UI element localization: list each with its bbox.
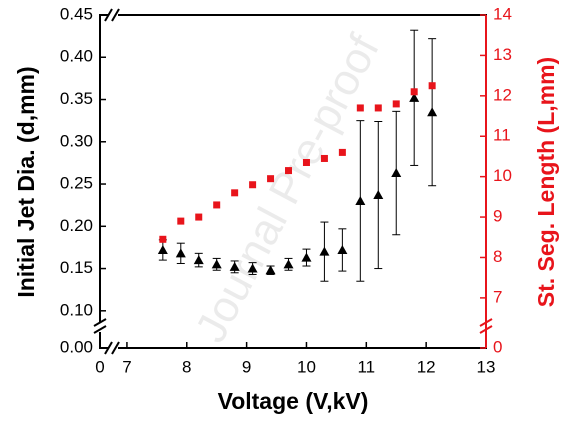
point	[410, 88, 418, 96]
y2-tick-label: 9	[493, 207, 502, 226]
point	[373, 190, 384, 200]
y-axis-title: Initial Jet Dia. (d,mm)	[13, 66, 39, 297]
point	[211, 259, 222, 269]
point	[427, 107, 438, 117]
point	[337, 244, 348, 254]
point	[175, 248, 186, 258]
point	[265, 265, 276, 275]
point	[374, 104, 382, 112]
y-tick-label: 0.00	[60, 337, 93, 356]
y2-tick-label: 8	[493, 247, 502, 266]
y-tick-label: 0.10	[60, 300, 93, 319]
point	[391, 168, 402, 178]
y2-tick-label: 14	[493, 4, 512, 23]
point	[302, 159, 310, 167]
point	[249, 181, 257, 189]
x-tick-label: 10	[297, 357, 316, 376]
point	[157, 244, 168, 254]
point	[267, 175, 275, 183]
point	[320, 154, 328, 162]
y-tick-label: 0.20	[60, 216, 93, 235]
y2-tick-label: 13	[493, 45, 512, 64]
x-tick-label: 8	[182, 357, 191, 376]
point	[193, 255, 204, 265]
point	[177, 217, 185, 225]
point	[409, 92, 420, 102]
x-tick-label: 9	[242, 357, 251, 376]
point	[213, 201, 221, 209]
y2-axis-title: St. Seg. Length (L,mm)	[533, 57, 559, 307]
y2-tick-label: 11	[493, 126, 511, 145]
point	[159, 235, 167, 243]
y2-tick-label: 0	[493, 337, 502, 356]
y-tick-label: 0.25	[60, 174, 93, 193]
y-tick-label: 0.35	[60, 89, 93, 108]
point	[301, 252, 312, 262]
x-tick-label: 0	[95, 357, 104, 376]
watermark: Journal Pre-proof	[186, 26, 389, 350]
y2-tick-label: 12	[493, 85, 512, 104]
point	[285, 167, 293, 175]
point	[355, 195, 366, 205]
y-tick-label: 0.30	[60, 131, 93, 150]
x-tick-label: 13	[477, 357, 496, 376]
point	[231, 189, 239, 197]
point	[229, 261, 240, 271]
x-tick-label: 11	[357, 357, 375, 376]
point	[338, 148, 346, 156]
y2-tick-label: 10	[493, 166, 512, 185]
point	[356, 104, 364, 112]
point	[428, 82, 436, 90]
point	[195, 213, 203, 221]
point	[392, 100, 400, 108]
x-axis-title: Voltage (V,kV)	[218, 388, 369, 414]
y2-tick-label: 7	[493, 287, 502, 306]
y-tick-label: 0.40	[60, 47, 93, 66]
y-tick-label: 0.45	[60, 4, 93, 23]
point	[247, 263, 258, 273]
point	[319, 246, 330, 256]
y-tick-label: 0.15	[60, 258, 93, 277]
point	[283, 259, 294, 269]
x-tick-label: 7	[122, 357, 131, 376]
x-tick-label: 12	[417, 357, 436, 376]
